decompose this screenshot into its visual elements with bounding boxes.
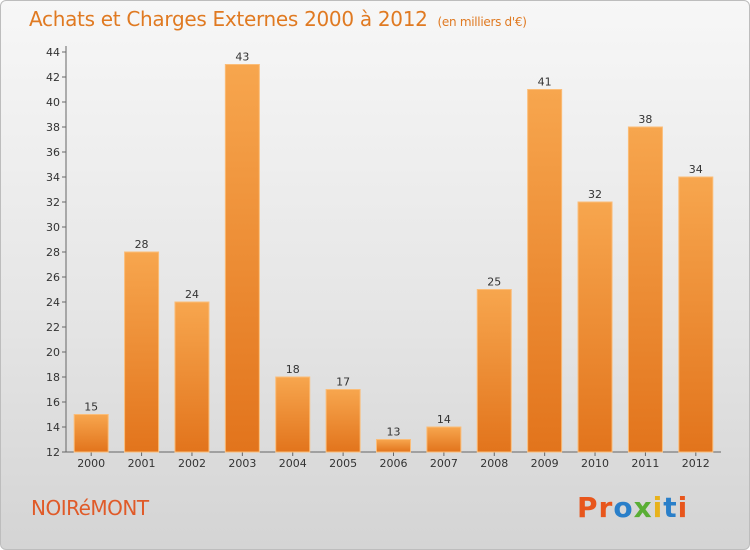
bar-2001 <box>124 251 160 453</box>
value-label-2007: 14 <box>437 413 451 426</box>
logo-letter: i <box>677 491 689 524</box>
x-tick-label-2001: 2001 <box>128 457 156 470</box>
y-tick-label: 20 <box>46 346 60 359</box>
x-tick-label-2002: 2002 <box>178 457 206 470</box>
bar-2004 <box>275 376 311 453</box>
y-tick-label: 12 <box>46 446 60 459</box>
bar-2000 <box>73 414 109 453</box>
value-label-2004: 18 <box>286 363 300 376</box>
y-tick-label: 28 <box>46 246 60 259</box>
y-tick-label: 44 <box>46 46 60 59</box>
x-tick-label-2012: 2012 <box>682 457 710 470</box>
y-tick-label: 14 <box>46 421 60 434</box>
value-label-2010: 32 <box>588 188 602 201</box>
logo-letter: o <box>613 491 634 524</box>
logo-letter: x <box>633 491 653 524</box>
y-tick-label: 40 <box>46 96 60 109</box>
value-label-2011: 38 <box>638 113 652 126</box>
value-label-2000: 15 <box>84 401 98 414</box>
value-label-2012: 34 <box>689 163 703 176</box>
x-tick-label-2011: 2011 <box>631 457 659 470</box>
y-tick-label: 18 <box>46 371 60 384</box>
town-name: NOIRéMONT <box>31 496 149 520</box>
bar-2012 <box>678 176 714 453</box>
x-tick-label-2005: 2005 <box>329 457 357 470</box>
logo-letter: i <box>652 491 664 524</box>
x-tick-label-2009: 2009 <box>531 457 559 470</box>
y-tick-label: 22 <box>46 321 60 334</box>
logo-letter: r <box>598 491 614 524</box>
y-tick-label: 30 <box>46 221 60 234</box>
y-tick-label: 38 <box>46 121 60 134</box>
bar-2010 <box>577 201 613 453</box>
value-label-2005: 17 <box>336 376 350 389</box>
value-label-2002: 24 <box>185 288 199 301</box>
bar-2011 <box>627 126 663 453</box>
y-tick-label: 26 <box>46 271 60 284</box>
y-tick-label: 34 <box>46 171 60 184</box>
x-tick-label-2010: 2010 <box>581 457 609 470</box>
x-tick-label-2004: 2004 <box>279 457 307 470</box>
bar-2003 <box>224 64 260 453</box>
value-label-2009: 41 <box>538 76 552 89</box>
y-tick-label: 24 <box>46 296 60 309</box>
x-tick-label-2008: 2008 <box>480 457 508 470</box>
bar-2007 <box>426 426 462 453</box>
chart-title: Achats et Charges Externes 2000 à 2012 (e… <box>29 7 527 31</box>
y-tick-label: 32 <box>46 196 60 209</box>
value-label-2008: 25 <box>487 276 501 289</box>
chart-subtitle: (en milliers d'€) <box>437 15 527 29</box>
x-tick-label-2006: 2006 <box>380 457 408 470</box>
value-label-2006: 13 <box>387 426 401 439</box>
y-tick-label: 16 <box>46 396 60 409</box>
proxiti-logo[interactable]: Proxiti <box>577 491 688 524</box>
logo-letter: t <box>663 491 678 524</box>
x-tick-label-2007: 2007 <box>430 457 458 470</box>
chart-title-text: Achats et Charges Externes 2000 à 2012 <box>29 7 428 31</box>
bar-2008 <box>476 289 512 453</box>
y-tick-label: 36 <box>46 146 60 159</box>
bar-2009 <box>527 89 563 453</box>
x-tick-label-2000: 2000 <box>77 457 105 470</box>
bar-2005 <box>325 389 361 453</box>
logo-letter: P <box>577 491 599 524</box>
y-tick-label: 42 <box>46 71 60 84</box>
bar-2002 <box>174 301 210 453</box>
bar-2006 <box>376 439 411 453</box>
value-label-2001: 28 <box>135 238 149 251</box>
value-label-2003: 43 <box>235 51 249 64</box>
x-tick-label-2003: 2003 <box>228 457 256 470</box>
